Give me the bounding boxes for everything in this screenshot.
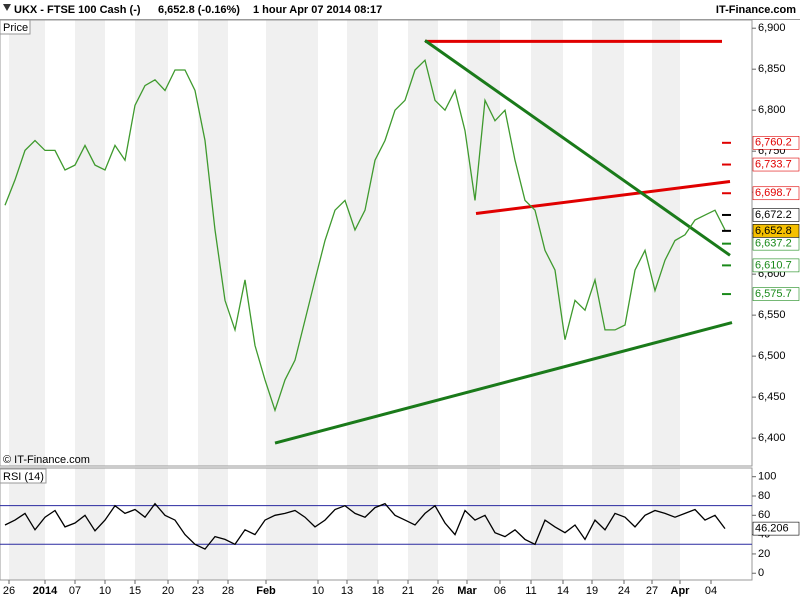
x-tick-label: 26 xyxy=(432,585,444,597)
x-tick-label: 24 xyxy=(618,585,630,597)
x-tick-label: 2014 xyxy=(33,585,58,597)
x-tick-label: 14 xyxy=(557,585,569,597)
y-tick-label: 60 xyxy=(758,509,770,521)
x-tick-label: 23 xyxy=(192,585,204,597)
x-tick-label: 18 xyxy=(372,585,384,597)
day-stripe xyxy=(467,468,500,580)
x-tick-label: 15 xyxy=(129,585,141,597)
trendline xyxy=(475,180,731,215)
menu-icon[interactable] xyxy=(3,4,11,11)
rsi-value-box xyxy=(752,521,800,536)
day-stripe xyxy=(135,468,168,580)
y-tick-label: 6,550 xyxy=(758,309,786,321)
trendline xyxy=(274,321,733,445)
level-label: 6,610.7 xyxy=(755,259,792,271)
day-stripe xyxy=(198,20,228,466)
level-box xyxy=(752,224,800,238)
panel-label-box xyxy=(0,468,47,484)
credit: © IT-Finance.com xyxy=(3,454,90,466)
x-tick-label: 10 xyxy=(99,585,111,597)
x-tick-label: 21 xyxy=(402,585,414,597)
day-stripe xyxy=(75,20,105,466)
day-stripe xyxy=(652,468,680,580)
day-stripe xyxy=(652,20,680,466)
y-tick-label: 6,850 xyxy=(758,63,786,75)
x-tick-label: 13 xyxy=(341,585,353,597)
rsi-panel xyxy=(0,467,753,581)
y-tick-label: 6,900 xyxy=(758,22,786,34)
x-tick-label: 28 xyxy=(222,585,234,597)
x-tick-label: 04 xyxy=(705,585,717,597)
x-tick-label: 20 xyxy=(162,585,174,597)
day-stripe xyxy=(266,468,318,580)
x-tick-label: 11 xyxy=(525,585,536,597)
day-stripe xyxy=(531,20,563,466)
y-tick-label: 0 xyxy=(758,567,764,579)
period: 1 hour Apr 07 2014 08:17 xyxy=(253,4,382,16)
x-tick-label: Mar xyxy=(457,585,477,597)
y-tick-label: 6,800 xyxy=(758,104,786,116)
level-label: 6,760.2 xyxy=(755,137,792,149)
y-tick-label: 6,400 xyxy=(758,432,786,444)
day-stripe xyxy=(592,20,624,466)
level-label: 6,698.7 xyxy=(755,187,792,199)
day-stripe xyxy=(135,20,168,466)
y-tick-label: 100 xyxy=(758,471,776,483)
price-line xyxy=(4,58,726,413)
price-line xyxy=(4,502,726,550)
day-stripe xyxy=(198,468,228,580)
day-stripe xyxy=(408,20,438,466)
x-tick-label: 10 xyxy=(312,585,324,597)
x-tick-label: 07 xyxy=(69,585,81,597)
y-tick-label: 20 xyxy=(758,548,770,560)
level-label: 6,652.8 xyxy=(755,225,792,237)
rsi-value-label: 46.206 xyxy=(755,523,789,535)
day-stripe xyxy=(9,20,45,466)
x-tick-label: 26 xyxy=(3,585,15,597)
brand: IT-Finance.com xyxy=(716,4,796,16)
y-tick-label: 6,500 xyxy=(758,350,786,362)
y-tick-label: 80 xyxy=(758,490,770,502)
level-label: 6,733.7 xyxy=(755,158,792,170)
level-box xyxy=(752,287,800,301)
panel-label: RSI (14) xyxy=(3,471,44,483)
y-tick-label: 6,450 xyxy=(758,391,786,403)
level-label: 6,637.2 xyxy=(755,238,792,250)
day-stripe xyxy=(347,20,378,466)
x-tick-label: 27 xyxy=(646,585,658,597)
level-box xyxy=(752,208,800,222)
day-stripe xyxy=(266,20,318,466)
panel-label-box xyxy=(0,19,31,35)
level-label: 6,672.2 xyxy=(755,209,792,221)
x-tick-label: Feb xyxy=(256,585,276,597)
day-stripe xyxy=(531,468,563,580)
title: UKX - FTSE 100 Cash (-) xyxy=(14,4,141,16)
level-label: 6,575.7 xyxy=(755,288,792,300)
x-tick-label: 19 xyxy=(586,585,598,597)
day-stripe xyxy=(467,20,500,466)
level-box xyxy=(752,258,800,273)
x-tick-label: 06 xyxy=(494,585,506,597)
x-tick-label: Apr xyxy=(671,585,691,597)
panel-label: Price xyxy=(3,22,28,34)
level-box xyxy=(752,186,800,201)
level-box xyxy=(752,136,800,150)
day-stripe xyxy=(347,468,378,580)
quote: 6,652.8 (-0.16%) xyxy=(158,4,240,16)
trendline xyxy=(424,39,731,257)
level-box xyxy=(752,157,800,172)
